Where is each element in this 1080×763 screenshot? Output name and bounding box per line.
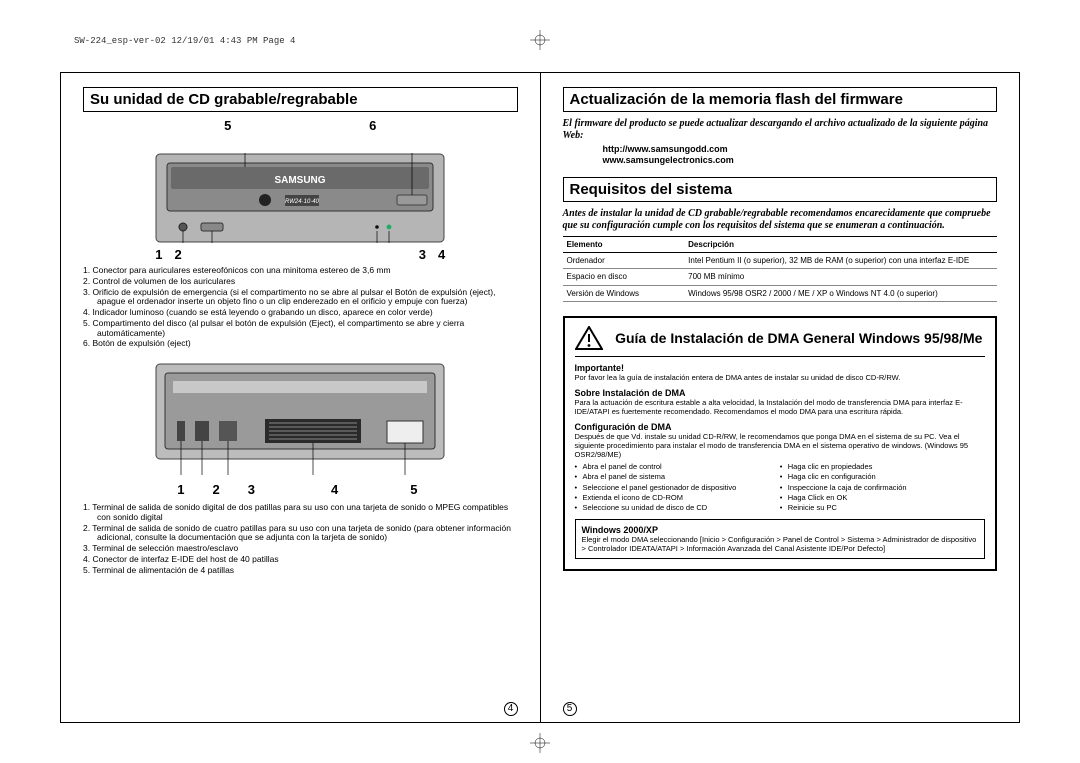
section-title-requirements: Requisitos del sistema bbox=[563, 177, 998, 202]
page-number-5: 5 bbox=[563, 702, 577, 716]
sobre-heading: Sobre Instalación de DMA bbox=[575, 388, 986, 398]
page-number-4: 4 bbox=[504, 702, 518, 716]
drive-back-figure bbox=[155, 363, 445, 478]
conf-heading: Configuración de DMA bbox=[575, 422, 986, 432]
page-5: Actualización de la memoria flash del fi… bbox=[541, 73, 1020, 722]
sheet: SW-224_esp-ver-02 12/19/01 4:43 PM Page … bbox=[0, 0, 1080, 763]
sobre-text: Para la actuación de escritura estable a… bbox=[575, 398, 986, 416]
importante-heading: Importante! bbox=[575, 363, 986, 373]
drive-front-figure: SAMSUNG RW24·10·40 bbox=[155, 153, 445, 243]
warning-icon bbox=[575, 326, 603, 350]
dma-guide-box: Guía de Instalación de DMA General Windo… bbox=[563, 316, 998, 571]
table-row: Versión de WindowsWindows 95/98 OSR2 / 2… bbox=[563, 285, 998, 302]
table-row: Espacio en disco700 MB mínimo bbox=[563, 269, 998, 286]
svg-text:RW24·10·40: RW24·10·40 bbox=[285, 199, 320, 205]
back-callout: 1 2 3 4 5 bbox=[155, 482, 445, 497]
w2k-text: Elegir el modo DMA seleccionando [Inicio… bbox=[582, 535, 979, 553]
dma-title: Guía de Instalación de DMA General Windo… bbox=[613, 330, 986, 347]
front-list: 1. Conector para auriculares estereofóni… bbox=[83, 266, 518, 349]
section-title-firmware: Actualización de la memoria flash del fi… bbox=[563, 87, 998, 112]
callout-5: 5 bbox=[155, 118, 300, 133]
page-4: Su unidad de CD grabable/regrabable 5 6 … bbox=[61, 73, 541, 722]
spread: Su unidad de CD grabable/regrabable 5 6 … bbox=[60, 72, 1020, 723]
callout-6: 6 bbox=[300, 118, 445, 133]
back-list: 1. Terminal de salida de sonido digital … bbox=[83, 503, 518, 575]
print-header: SW-224_esp-ver-02 12/19/01 4:43 PM Page … bbox=[74, 36, 295, 46]
windows-2000-box: Windows 2000/XP Elegir el modo DMA selec… bbox=[575, 519, 986, 559]
conf-text: Después de que Vd. instale su unidad CD-… bbox=[575, 432, 986, 459]
requirements-table: Elemento Descripción OrdenadorIntel Pent… bbox=[563, 236, 998, 303]
dma-steps: Abra el panel de control Abra el panel d… bbox=[575, 462, 986, 513]
section-title-drive: Su unidad de CD grabable/regrabable bbox=[83, 87, 518, 112]
svg-text:SAMSUNG: SAMSUNG bbox=[275, 175, 326, 186]
firmware-urls: http://www.samsungodd.com www.samsungele… bbox=[563, 144, 998, 167]
table-row: OrdenadorIntel Pentium II (o superior), … bbox=[563, 252, 998, 269]
importante-text: Por favor lea la guía de instalación ent… bbox=[575, 373, 986, 382]
front-callout-top: 5 6 bbox=[155, 118, 445, 133]
w2k-heading: Windows 2000/XP bbox=[582, 525, 979, 535]
firmware-paragraph: El firmware del producto se puede actual… bbox=[563, 118, 998, 142]
table-header-description: Descripción bbox=[684, 236, 997, 252]
requirements-paragraph: Antes de instalar la unidad de CD grabab… bbox=[563, 208, 998, 232]
front-callout-bottom: 12 34 bbox=[155, 247, 445, 262]
table-header-element: Elemento bbox=[563, 236, 685, 252]
